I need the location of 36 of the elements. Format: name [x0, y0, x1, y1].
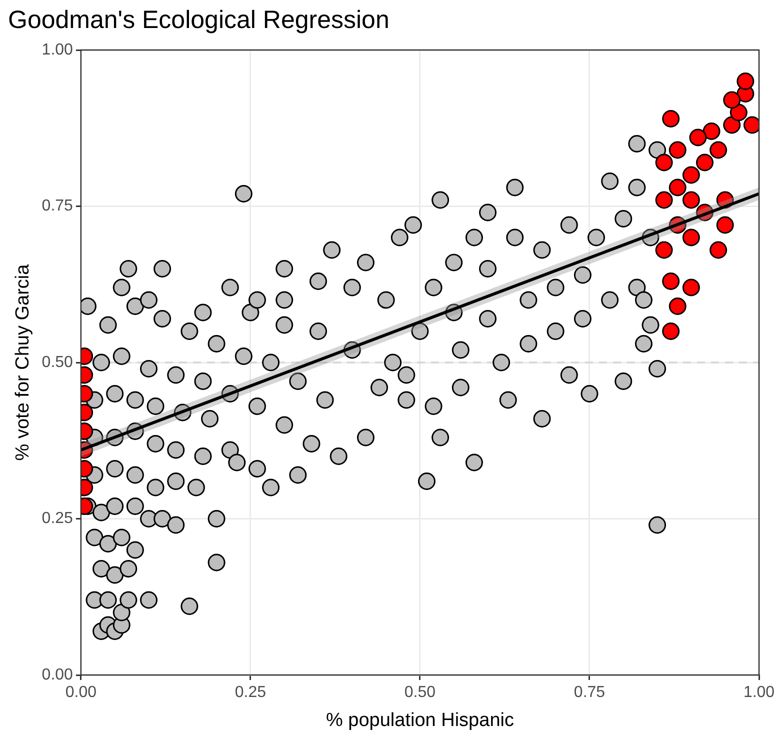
point	[682, 228, 700, 246]
point	[662, 272, 680, 290]
point	[668, 141, 686, 159]
point	[668, 298, 686, 315]
point	[662, 110, 680, 128]
x-tick-label: 0.00	[65, 684, 97, 702]
x-tick-label: 1.00	[743, 684, 775, 702]
point	[723, 116, 741, 134]
x-tick-label: 0.75	[574, 684, 606, 702]
x-tick-label: 0.50	[404, 684, 436, 702]
point	[682, 166, 700, 184]
point	[710, 141, 728, 159]
point	[716, 216, 734, 234]
x-axis-title: % population Hispanic	[326, 710, 514, 731]
point	[655, 154, 673, 172]
point	[710, 241, 728, 259]
point	[736, 72, 754, 90]
y-tick-label: 0.50	[42, 354, 74, 371]
point	[702, 122, 720, 140]
point	[730, 104, 748, 122]
y-tick-label: 0.75	[42, 198, 74, 215]
point	[682, 191, 700, 209]
point	[662, 322, 680, 340]
y-tick-label: 0.25	[42, 510, 74, 528]
y-tick-label: 1.00	[42, 41, 74, 58]
point	[723, 91, 741, 109]
point	[696, 154, 714, 172]
y-axis-title: % vote for Chuy Garcia	[12, 264, 34, 461]
point	[689, 128, 707, 146]
point	[668, 178, 686, 196]
x-tick-label: 0.25	[234, 684, 266, 702]
point	[682, 278, 700, 296]
y-tick-label: 0.00	[42, 666, 74, 684]
point	[655, 191, 673, 209]
chart-title: Goodman's Ecological Regression	[8, 6, 390, 34]
point	[655, 241, 673, 259]
